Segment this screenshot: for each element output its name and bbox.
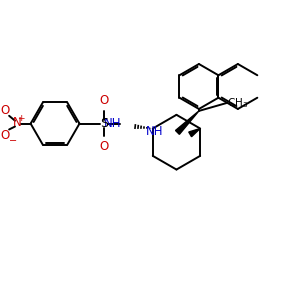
Text: O: O: [1, 129, 10, 142]
Text: CH$_3$: CH$_3$: [227, 96, 248, 110]
Text: O: O: [99, 140, 109, 153]
Text: NH: NH: [104, 117, 122, 130]
Text: N: N: [13, 116, 21, 129]
Text: O: O: [99, 94, 109, 107]
Polygon shape: [176, 111, 199, 134]
Polygon shape: [189, 128, 200, 137]
Text: S: S: [100, 117, 108, 130]
Text: +: +: [17, 114, 25, 123]
Text: −: −: [9, 136, 17, 146]
Text: NH: NH: [146, 125, 164, 138]
Text: O: O: [1, 104, 10, 117]
